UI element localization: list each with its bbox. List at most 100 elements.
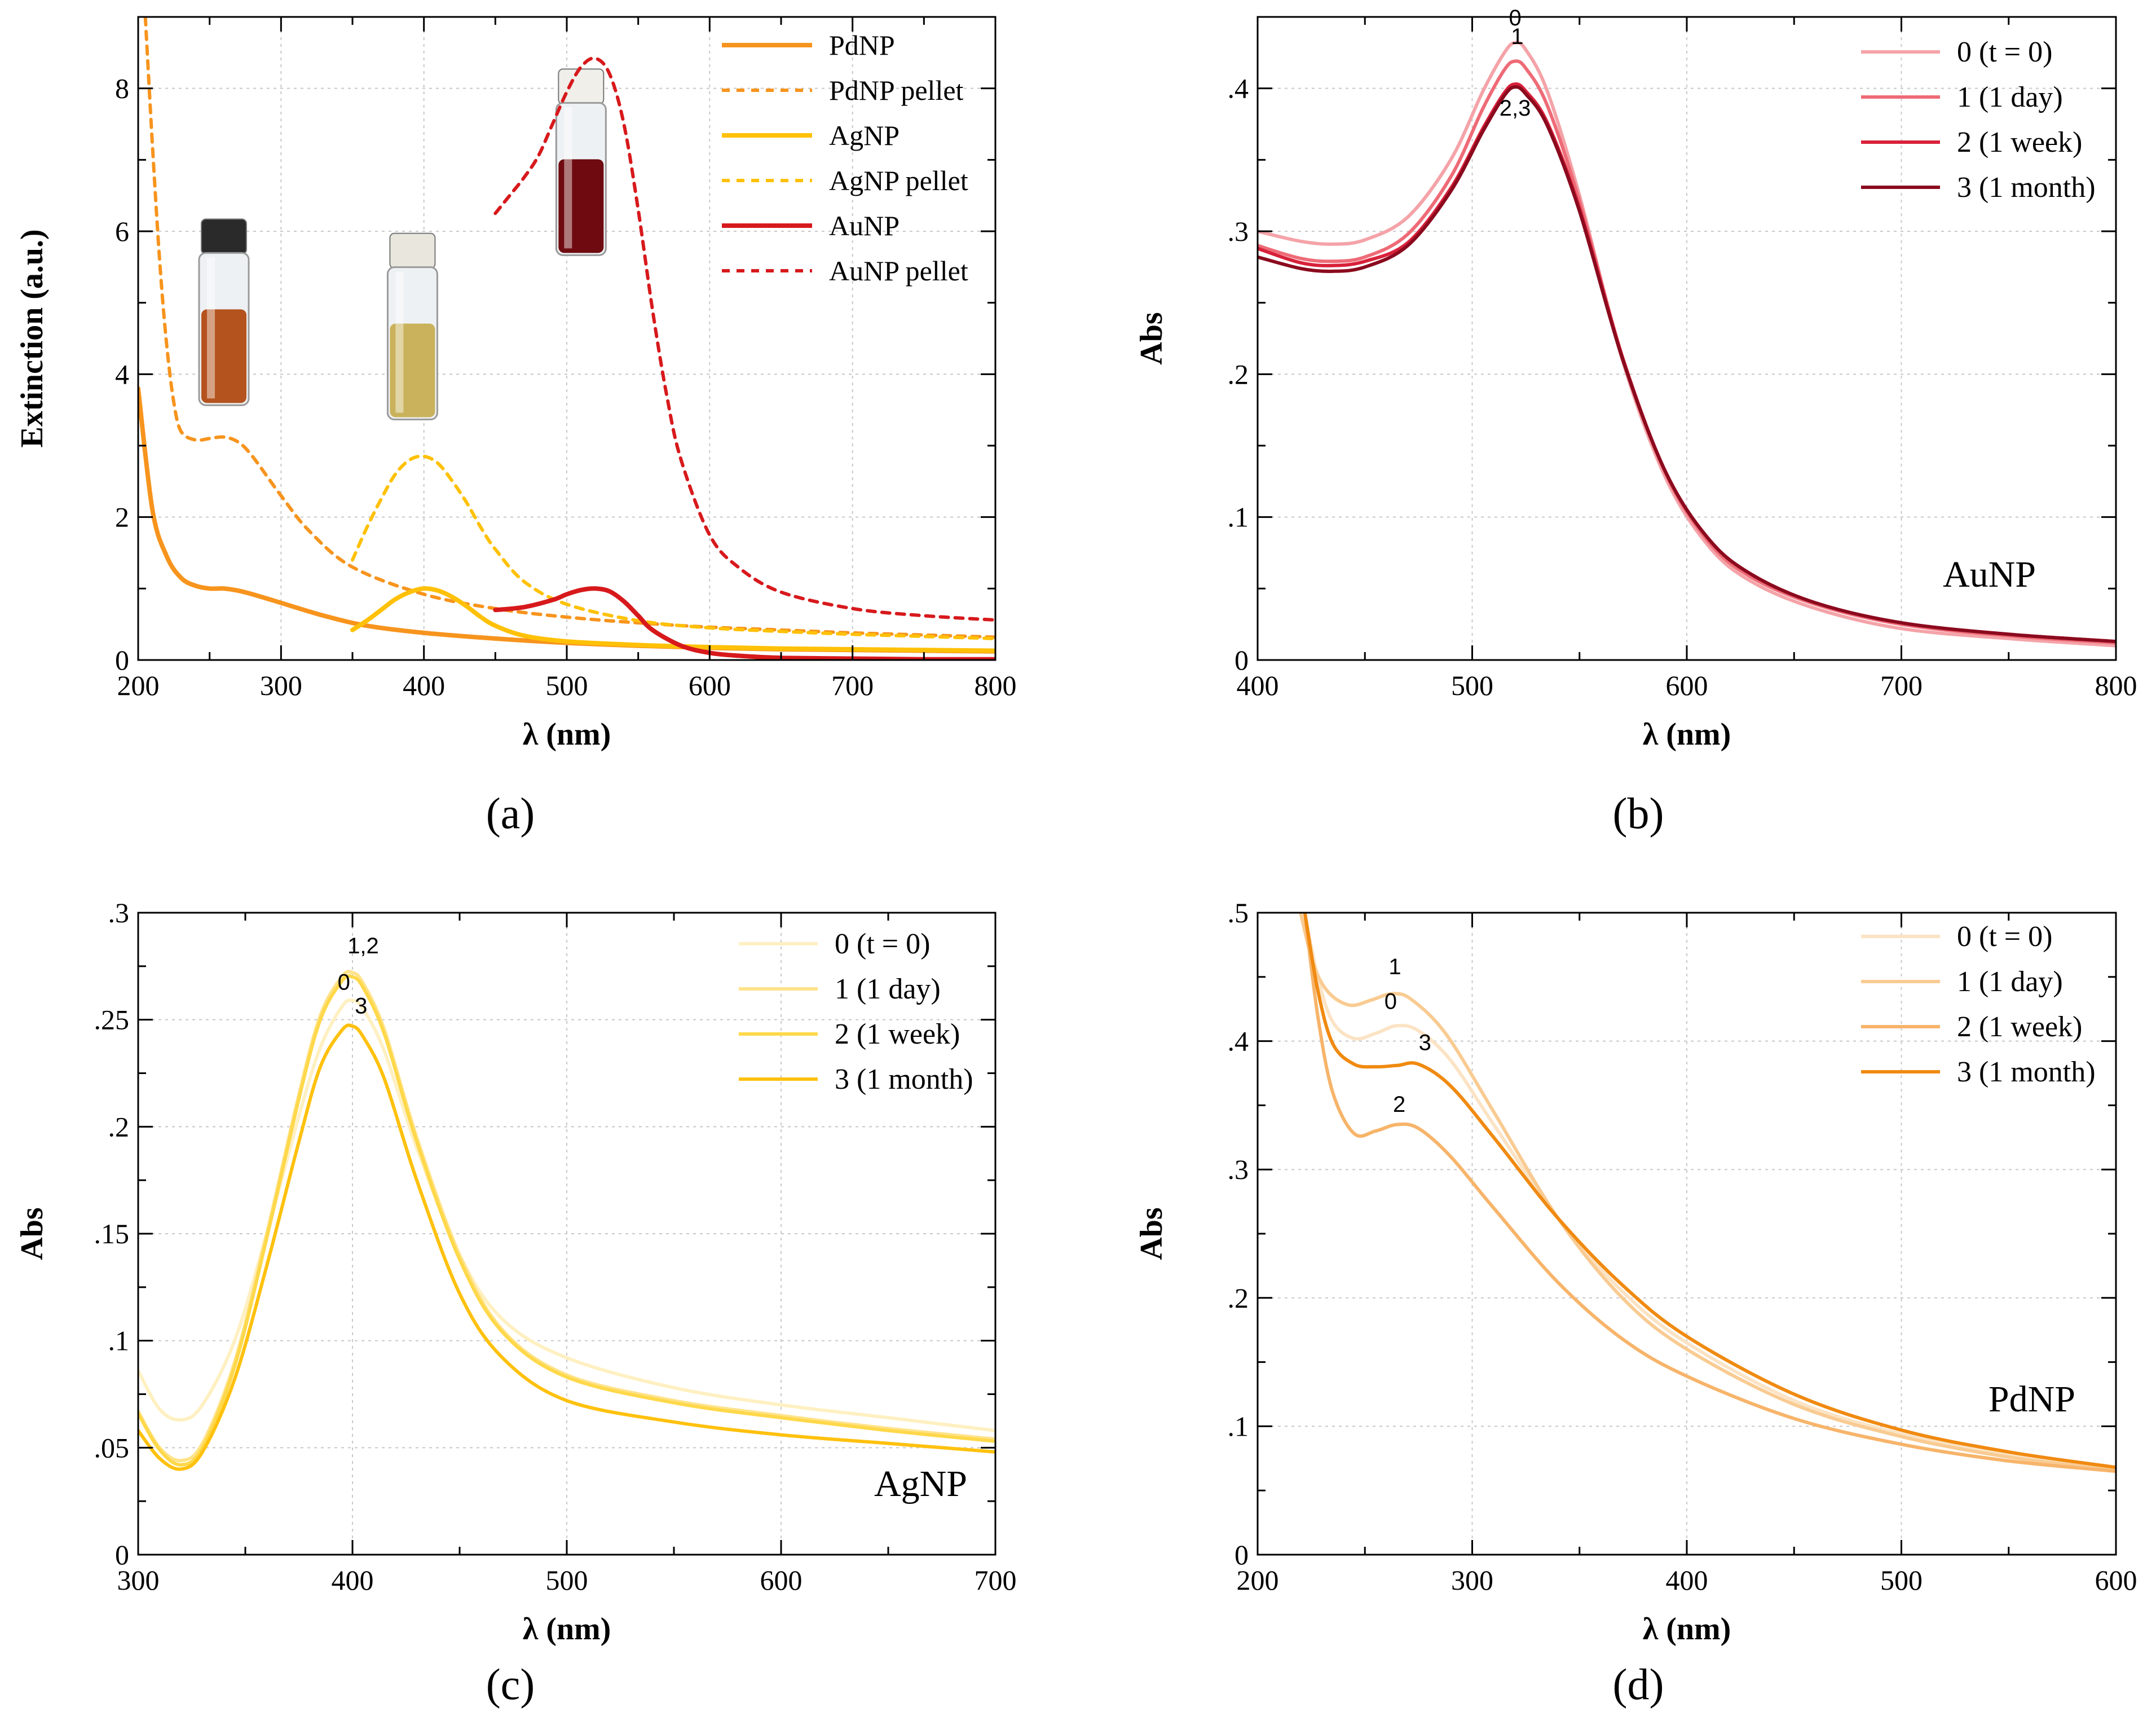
legend-label: 3 (1 month): [1957, 171, 2096, 204]
y-tick-label: .25: [94, 1004, 130, 1036]
series-line-2-1-week-: [1303, 913, 2116, 1473]
peak-annotation: 3: [355, 993, 367, 1018]
y-tick-label: 2: [115, 501, 129, 533]
vial-image: [386, 232, 438, 421]
legend-label: 0 (t = 0): [835, 928, 930, 960]
y-tick-label: .2: [108, 1111, 130, 1142]
y-tick-label: .5: [1228, 897, 1249, 929]
legend-label: 2 (1 week): [1957, 126, 2082, 159]
y-tick-label: .3: [1228, 1154, 1249, 1185]
x-tick-label: 600: [1666, 670, 1708, 701]
series-line-aunp-pellet: [493, 56, 995, 622]
peak-annotation: 0: [338, 970, 350, 995]
y-tick-label: .1: [108, 1325, 130, 1357]
y-tick-label: 0: [115, 1539, 129, 1570]
y-tick-label: 6: [115, 215, 129, 247]
y-tick-label: 0: [1234, 1539, 1249, 1570]
x-tick-label: 700: [975, 1564, 1017, 1596]
panel-label-d: (d): [1613, 1660, 1664, 1709]
x-axis-label: λ (nm): [1643, 1612, 1731, 1647]
panel-d-pdnp-chart: 200 300 400 500 600 0 .1 .2 .3 .4 .5 λ (nm) Abs 0 (t …: [1134, 897, 2137, 1647]
y-tick-label: .1: [1228, 1410, 1249, 1442]
legend-label: 2 (1 week): [1957, 1011, 2082, 1043]
series-line-1-1-day-: [1299, 913, 2116, 1472]
panel-label-a: (a): [486, 789, 535, 838]
panel-c-agnp-chart: 300 400 500 600 700 0 .05 .1 .15 .2 .25 .3 λ (nm) Abs…: [15, 897, 1017, 1647]
inset-label: AuNP: [1943, 554, 2036, 595]
y-tick-label: 0: [115, 644, 129, 676]
y-tick-label: .3: [1228, 215, 1249, 247]
legend-label: 1 (1 day): [1957, 81, 2063, 113]
series-line-3-1-month-: [138, 1023, 995, 1471]
y-tick-label: .05: [94, 1432, 130, 1463]
x-axis-label: λ (nm): [523, 1612, 611, 1647]
y-tick-label: .2: [1228, 358, 1249, 390]
x-tick-label: 400: [1237, 670, 1279, 701]
x-tick-label: 300: [260, 670, 302, 701]
x-tick-label: 400: [332, 1564, 374, 1596]
x-tick-label: 200: [1237, 1564, 1279, 1596]
legend-label: 1 (1 day): [835, 973, 941, 1005]
series-line-0-t-0-: [1303, 913, 2116, 1469]
series-line-agnp: [350, 586, 995, 653]
vial-image: [198, 218, 250, 406]
y-tick-label: .3: [108, 897, 130, 929]
y-axis-label: Abs: [15, 1207, 50, 1260]
y-axis-label: Abs: [1134, 312, 1169, 364]
y-tick-label: 4: [115, 358, 129, 390]
peak-annotation: 0: [1509, 6, 1521, 30]
legend-label: 0 (t = 0): [1957, 921, 2052, 953]
legend-label: 2 (1 week): [835, 1018, 960, 1050]
legend-label: AgNP pellet: [829, 165, 968, 196]
y-axis-label: Abs: [1134, 1207, 1169, 1260]
series-line-3-1-month-: [1258, 85, 2116, 644]
x-tick-label: 400: [403, 670, 445, 701]
x-tick-label: 800: [2095, 670, 2137, 701]
legend-label: PdNP: [829, 29, 895, 61]
series-line-3-1-month-: [1303, 913, 2116, 1469]
y-tick-label: .4: [1228, 1026, 1249, 1057]
peak-annotation: 3: [1419, 1031, 1431, 1055]
x-tick-label: 500: [546, 670, 588, 701]
x-tick-label: 600: [760, 1564, 803, 1596]
series-line-agnp-pellet: [351, 454, 995, 640]
y-tick-label: .2: [1228, 1282, 1249, 1314]
x-tick-label: 700: [1880, 670, 1923, 701]
x-axis-label: λ (nm): [1643, 717, 1731, 752]
x-tick-label: 200: [117, 670, 160, 701]
peak-annotation: 2: [1393, 1092, 1405, 1117]
vial-image: [555, 68, 607, 256]
peak-annotation: 1: [1388, 954, 1401, 979]
peak-annotation: 2,3: [1500, 96, 1531, 121]
panel-b-aunp-chart: 400 500 600 700 800 0 .1 .2 .3 .4 λ (nm) Abs 0 (t = …: [1134, 6, 2137, 752]
x-tick-label: 500: [1451, 670, 1493, 701]
legend-label: 3 (1 month): [1957, 1056, 2096, 1088]
y-tick-label: 8: [115, 73, 129, 104]
series-line-2-1-week-: [138, 974, 995, 1467]
inset-label: AgNP: [874, 1463, 967, 1504]
x-tick-label: 300: [117, 1564, 160, 1596]
panel-a-extinction-chart: 200 300 400 500 600 700 800 0 2 4 6 8 λ (nm) Extincti…: [15, 16, 1017, 752]
y-tick-label: .4: [1228, 73, 1249, 104]
y-tick-label: 0: [1234, 644, 1249, 676]
x-tick-label: 500: [1880, 1564, 1923, 1596]
x-tick-label: 700: [831, 670, 874, 701]
peak-annotation: 1,2: [347, 934, 379, 958]
x-tick-label: 600: [689, 670, 731, 701]
inset-label: PdNP: [1989, 1379, 2075, 1420]
legend-label: 3 (1 month): [835, 1063, 973, 1095]
legend-label: 1 (1 day): [1957, 966, 2063, 998]
peak-annotation: 1: [1511, 24, 1523, 49]
panel-label-b: (b): [1613, 789, 1664, 838]
y-axis-label: Extinction (a.u.): [15, 229, 50, 447]
legend-label: AgNP: [829, 120, 900, 151]
x-tick-label: 600: [2095, 1564, 2137, 1596]
y-tick-label: .15: [94, 1218, 130, 1249]
y-tick-label: .1: [1228, 501, 1249, 533]
peak-annotation: 0: [1385, 989, 1397, 1014]
series-line-0-t-0-: [1258, 41, 2116, 648]
series-line-0-t-0-: [138, 998, 995, 1432]
x-axis-label: λ (nm): [523, 717, 611, 752]
panel-label-c: (c): [486, 1660, 535, 1709]
